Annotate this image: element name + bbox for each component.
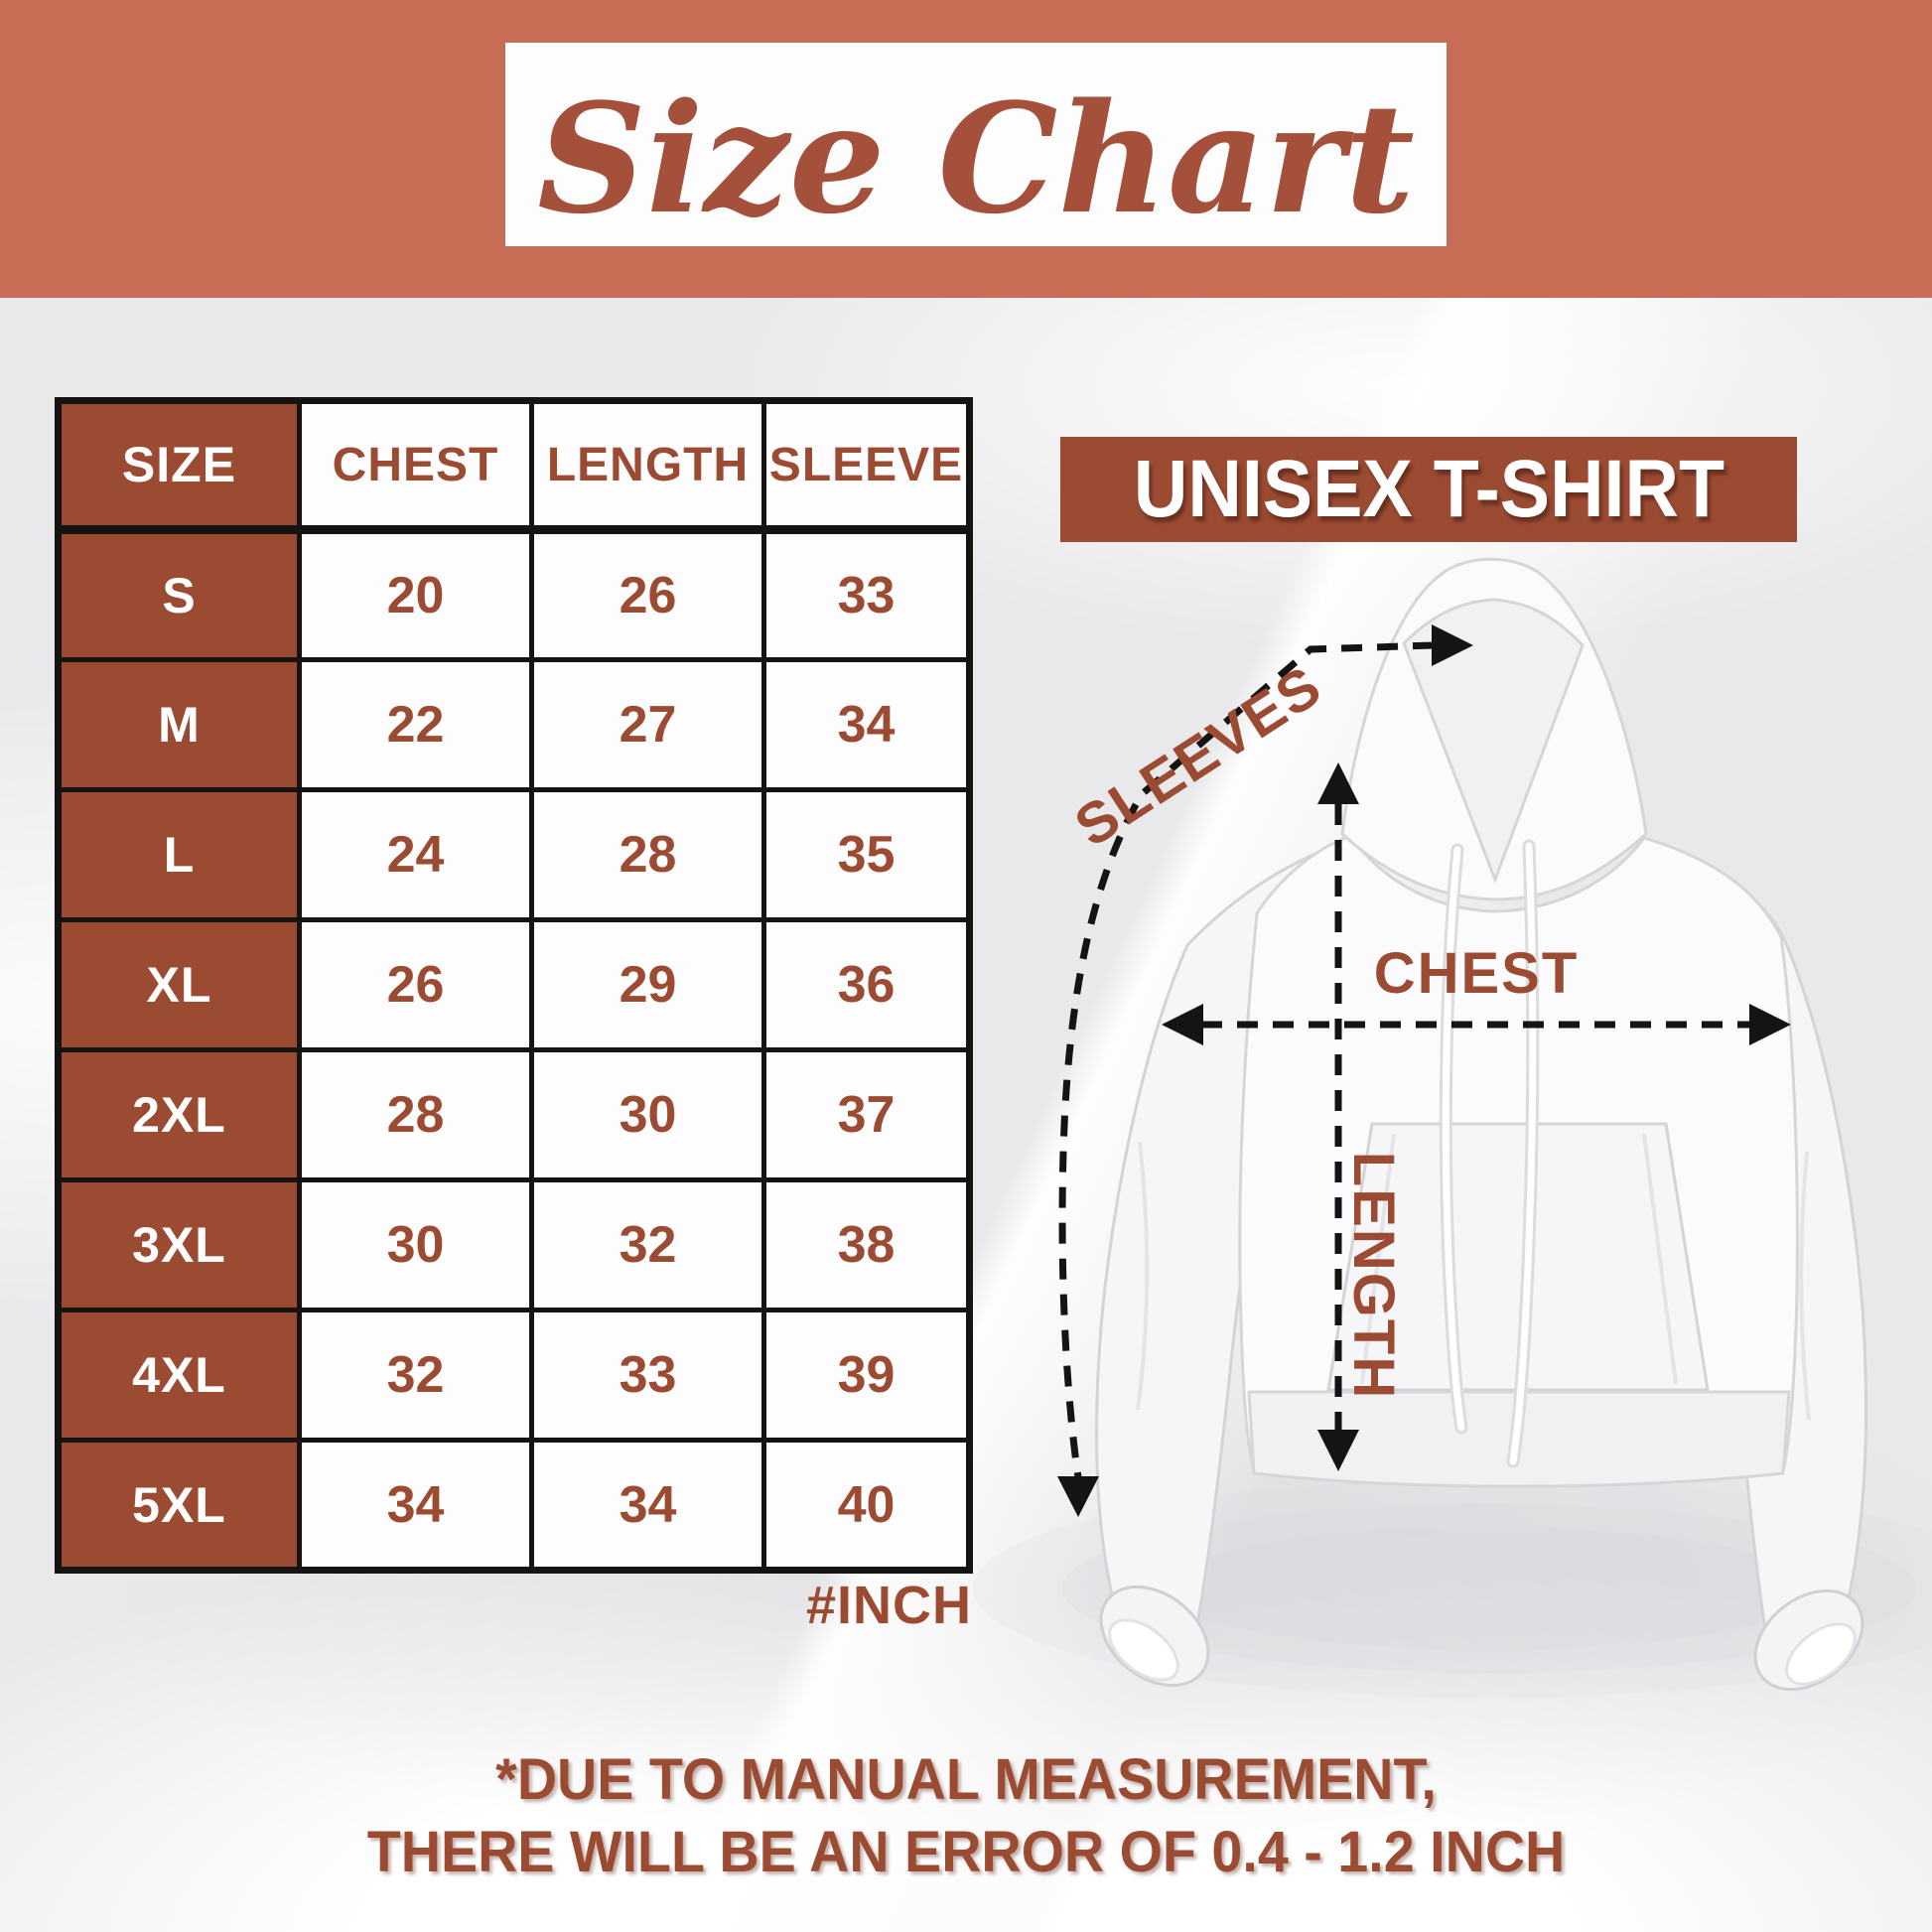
chest-label: CHEST xyxy=(1374,941,1580,1006)
table-cell: 28 xyxy=(297,1047,534,1182)
table-cell: 36 xyxy=(761,917,972,1052)
disclaimer-line-1: *DUE TO MANUAL MEASUREMENT, xyxy=(495,1747,1437,1812)
row-header: L xyxy=(56,787,302,922)
table-header-row: SIZE CHEST LENGTH SLEEVE xyxy=(56,398,972,534)
table-cell: 27 xyxy=(529,657,766,792)
row-header: 5XL xyxy=(56,1438,302,1573)
right-sleeve-crease xyxy=(1799,1151,1811,1421)
left-sleeve-crease xyxy=(1136,1141,1150,1411)
row-header: XL xyxy=(56,917,302,1052)
row-header: M xyxy=(56,657,302,792)
page-title: Size Chart xyxy=(537,69,1415,247)
table-cell: 34 xyxy=(529,1438,766,1573)
row-header: 4XL xyxy=(56,1308,302,1443)
left-cuff xyxy=(1099,1585,1210,1688)
row-header: S xyxy=(56,527,302,662)
table-cell: 29 xyxy=(529,917,766,1052)
table-row: XL 26 29 36 xyxy=(56,917,972,1052)
table-row: M 22 27 34 xyxy=(56,657,972,792)
table-row: 5XL 34 34 40 xyxy=(56,1438,972,1573)
table-cell: 37 xyxy=(761,1047,972,1182)
right-cuff xyxy=(1753,1588,1864,1692)
sleeves-label: SLEEVES xyxy=(1064,653,1334,860)
table-cell: 28 xyxy=(529,787,766,922)
table-cell: 26 xyxy=(529,527,766,662)
table-cell: 40 xyxy=(761,1438,972,1573)
size-table: SIZE CHEST LENGTH SLEEVE S 20 26 33 M 22… xyxy=(55,397,973,1574)
column-header-sleeve: SLEEVE xyxy=(761,398,972,534)
table-cell: 35 xyxy=(761,787,972,922)
table-cell: 34 xyxy=(297,1438,534,1573)
row-header: 2XL xyxy=(56,1047,302,1182)
table-cell: 33 xyxy=(529,1308,766,1443)
column-header-length: LENGTH xyxy=(529,398,766,534)
table-row: 2XL 28 30 37 xyxy=(56,1047,972,1182)
product-banner: UNISEX T-SHIRT xyxy=(1060,437,1797,542)
table-cell: 20 xyxy=(297,527,534,662)
row-header: 3XL xyxy=(56,1177,302,1312)
table-cell: 30 xyxy=(529,1047,766,1182)
table-cell: 26 xyxy=(297,917,534,1052)
chest-measure-arrow xyxy=(1162,1004,1791,1045)
table-cell: 24 xyxy=(297,787,534,922)
measurement-disclaimer: *DUE TO MANUAL MEASUREMENT, THERE WILL B… xyxy=(0,1743,1932,1888)
hood xyxy=(1340,557,1648,901)
disclaimer-line-2: THERE WILL BE AN ERROR OF 0.4 - 1.2 INCH xyxy=(366,1820,1566,1885)
garment-shadow xyxy=(973,1479,1932,1698)
table-cell: 32 xyxy=(529,1177,766,1312)
drawstrings xyxy=(1439,839,1540,1468)
table-row: 4XL 32 33 39 xyxy=(56,1308,972,1443)
column-header-size: SIZE xyxy=(56,398,302,534)
table-cell: 34 xyxy=(761,657,972,792)
table-cell: 30 xyxy=(297,1177,534,1312)
kangaroo-pocket xyxy=(1326,1122,1710,1392)
table-cell: 38 xyxy=(761,1177,972,1312)
table-cell: 39 xyxy=(761,1308,972,1443)
length-measure-arrow xyxy=(1317,762,1359,1471)
table-cell: 33 xyxy=(761,527,972,662)
sleeve-measure-arrow xyxy=(1057,624,1473,1517)
column-header-chest: CHEST xyxy=(297,398,534,534)
table-row: 3XL 30 32 38 xyxy=(56,1177,972,1312)
length-label: LENGTH xyxy=(1341,1152,1406,1400)
table-row: S 20 26 33 xyxy=(56,527,972,662)
table-cell: 32 xyxy=(297,1308,534,1443)
product-label: UNISEX T-SHIRT xyxy=(1133,444,1725,534)
unit-note: #INCH xyxy=(805,1576,972,1635)
table-row: L 24 28 35 xyxy=(56,787,972,922)
top-banner: Size Chart xyxy=(0,0,1932,298)
table-cell: 22 xyxy=(297,657,534,792)
title-box: Size Chart xyxy=(505,43,1447,246)
